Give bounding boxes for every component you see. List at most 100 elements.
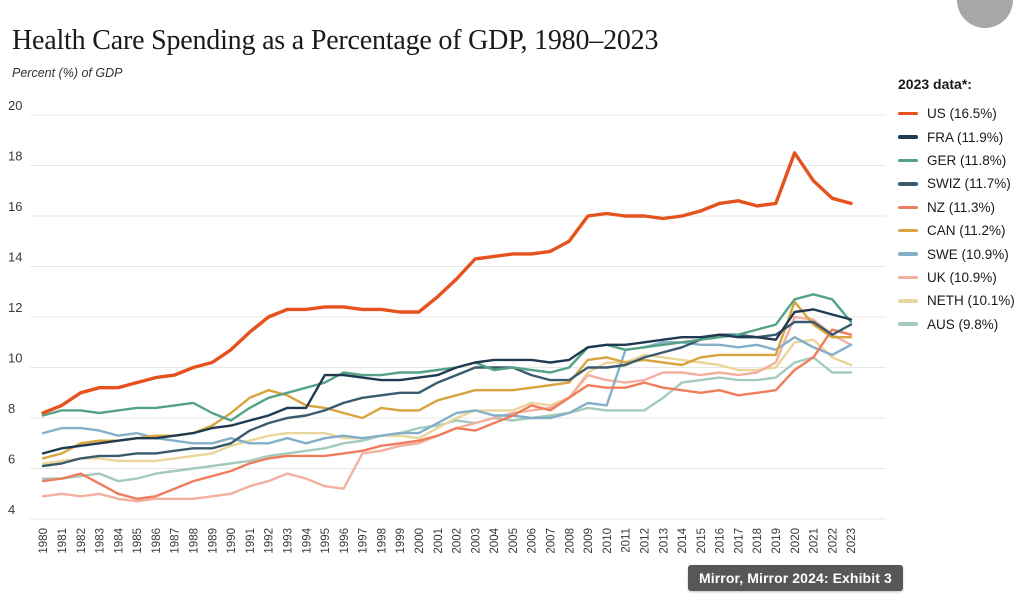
legend-swatch (898, 158, 918, 163)
legend-item-UK: UK (10.9%) (898, 266, 1023, 289)
x-tick-label: 2019 (771, 528, 783, 554)
x-tick-label: 1997 (358, 528, 370, 554)
y-tick-label: 12 (8, 300, 22, 315)
x-tick-label: 2010 (602, 528, 614, 554)
x-tick-label: 2021 (809, 528, 821, 554)
x-tick-label: 2008 (564, 528, 576, 554)
x-tick-label: 2022 (827, 528, 839, 554)
series-line-SWE[interactable] (41, 336, 853, 445)
series-lines (41, 151, 853, 503)
x-tick-label: 1984 (113, 527, 125, 553)
x-tick-label: 2012 (639, 528, 651, 554)
x-tick-label: 1996 (339, 528, 351, 554)
y-tick-label: 16 (8, 199, 22, 214)
legend-label: NETH (10.1%) (927, 293, 1015, 309)
x-tick-label: 2016 (715, 528, 727, 554)
x-tick-label: 2015 (696, 528, 708, 554)
x-tick-label: 2003 (470, 528, 482, 554)
x-tick-label: 1980 (38, 528, 50, 554)
x-tick-label: 2020 (790, 528, 802, 554)
legend-label: UK (10.9%) (927, 269, 997, 285)
x-tick-label: 2005 (508, 528, 520, 554)
legend-item-SWIZ: SWIZ (11.7%) (898, 172, 1023, 195)
x-tick-label: 2011 (621, 528, 633, 553)
x-tick-label: 1987 (170, 528, 182, 554)
x-tick-label: 1991 (245, 528, 257, 554)
gridlines (30, 114, 886, 520)
x-tick-label: 2018 (752, 528, 764, 554)
y-tick-label: 10 (8, 351, 22, 366)
x-tick-label: 1986 (151, 528, 163, 554)
x-tick-label: 2013 (658, 528, 670, 554)
legend-swatch (898, 135, 918, 139)
x-tick-label: 1992 (264, 528, 276, 554)
x-tick-label: 1988 (189, 528, 201, 554)
x-tick-label: 2006 (527, 528, 539, 554)
y-tick-label: 18 (8, 149, 22, 164)
legend-item-NETH: NETH (10.1%) (898, 289, 1023, 312)
legend-label: NZ (11.3%) (927, 199, 996, 215)
x-axis-labels: 1980 1981 1982 1983 1984 1985 1986 1987 1988 1989… (38, 527, 858, 553)
legend-list: US (16.5%) FRA (11.9%) GER (11.8%) SWIZ (11… (898, 102, 1023, 336)
series-line-NZ[interactable] (41, 328, 853, 500)
x-tick-label: 1982 (76, 528, 88, 554)
legend-label: AUS (9.8%) (927, 316, 999, 332)
page-title: Health Care Spending as a Percentage of … (12, 24, 659, 56)
x-tick-label: 2023 (846, 528, 858, 554)
legend-item-FRA: FRA (11.9%) (898, 125, 1023, 148)
line-chart: 4 6 8 10 12 14 16 18 20 1980 1981 1982 1983 1984 1985 1… (0, 95, 900, 597)
legend-label: GER (11.8%) (927, 152, 1007, 168)
legend-label: CAN (11.2%) (927, 223, 1006, 239)
series-line-FRA[interactable] (41, 308, 853, 455)
y-tick-label: 4 (8, 502, 15, 517)
legend-title: 2023 data*: (898, 76, 972, 92)
x-tick-label: 2000 (414, 528, 426, 554)
legend-swatch (898, 111, 918, 116)
legend-label: SWE (10.9%) (927, 246, 1009, 262)
legend-swatch (898, 182, 918, 186)
legend-item-US: US (16.5%) (898, 102, 1023, 125)
x-tick-label: 2017 (733, 528, 745, 554)
legend-label: FRA (11.9%) (927, 129, 1004, 145)
y-tick-label: 6 (8, 452, 15, 467)
y-tick-label: 20 (8, 98, 22, 113)
x-tick-label: 2014 (677, 527, 689, 553)
x-tick-label: 2002 (452, 528, 464, 554)
x-tick-label: 1993 (282, 528, 294, 554)
x-tick-label: 2004 (489, 527, 501, 553)
legend-item-CAN: CAN (11.2%) (898, 219, 1023, 242)
y-tick-label: 14 (8, 250, 22, 265)
y-axis-labels: 4 6 8 10 12 14 16 18 20 (8, 98, 22, 517)
x-tick-label: 1995 (320, 528, 332, 554)
chart-legend: 2023 data*: US (16.5%) FRA (11.9%) GER (11… (898, 76, 1023, 336)
y-axis-unit-label: Percent (%) of GDP (12, 66, 123, 80)
x-tick-label: 1983 (95, 528, 107, 554)
x-tick-label: 1989 (207, 528, 219, 554)
legend-item-AUS: AUS (9.8%) (898, 313, 1023, 336)
x-tick-label: 1990 (226, 528, 238, 554)
x-tick-label: 2009 (583, 528, 595, 554)
series-line-US[interactable] (41, 151, 853, 415)
legend-swatch (898, 299, 918, 303)
y-tick-label: 8 (8, 401, 15, 416)
legend-swatch (898, 228, 918, 233)
legend-swatch (898, 275, 918, 280)
series-line-NETH[interactable] (41, 338, 853, 465)
x-tick-label: 2001 (433, 528, 445, 554)
x-tick-label: 1999 (395, 528, 407, 554)
series-line-GER[interactable] (41, 293, 853, 422)
floating-action-button[interactable] (957, 0, 1013, 28)
legend-item-GER: GER (11.8%) (898, 149, 1023, 172)
series-line-UK[interactable] (41, 315, 853, 503)
x-tick-label: 1998 (376, 528, 388, 554)
legend-swatch (898, 205, 918, 209)
legend-label: US (16.5%) (927, 106, 997, 122)
legend-item-NZ: NZ (11.3%) (898, 196, 1023, 219)
x-tick-label: 1985 (132, 528, 144, 554)
x-tick-label: 2007 (546, 528, 558, 554)
legend-label: SWIZ (11.7%) (927, 176, 1011, 192)
x-tick-label: 1994 (301, 527, 313, 553)
legend-swatch (898, 322, 918, 326)
x-tick-label: 1981 (57, 528, 69, 554)
source-tooltip-text: Mirror, Mirror 2024: Exhibit 3 (699, 570, 892, 586)
